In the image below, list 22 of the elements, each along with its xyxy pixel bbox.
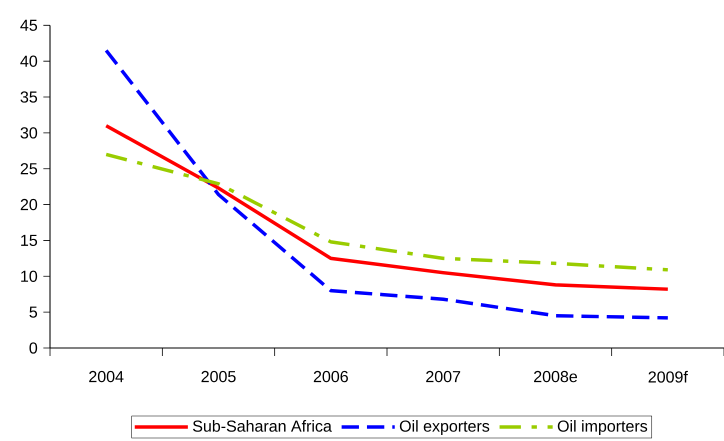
x-tick-label: 2005 bbox=[202, 370, 236, 382]
x-tick-label: 2008e bbox=[534, 370, 578, 382]
x-tick-label: 2004 bbox=[89, 370, 124, 382]
legend-label: Oil importers bbox=[558, 420, 648, 435]
legend-label: Sub-Saharan Africa bbox=[193, 420, 332, 432]
y-tick-label: 25 bbox=[20, 163, 38, 174]
y-tick-label: 30 bbox=[20, 127, 38, 139]
x-tick-label: 2009f bbox=[648, 370, 688, 383]
line-series bbox=[104, 152, 670, 272]
y-tick-label: 0 bbox=[29, 342, 38, 354]
y-tick-label: 5 bbox=[29, 306, 38, 318]
y-tick-label: 15 bbox=[21, 234, 38, 246]
y-tick-label: 20 bbox=[20, 198, 38, 210]
y-tick-label: 40 bbox=[20, 56, 38, 67]
y-tick-label: 10 bbox=[21, 270, 38, 282]
line-series bbox=[104, 48, 670, 320]
y-tick-label: 45 bbox=[20, 20, 38, 31]
y-tick-label: 35 bbox=[20, 91, 38, 103]
x-tick-label: 2006 bbox=[314, 370, 348, 382]
x-tick-label: 2007 bbox=[426, 370, 460, 382]
line-series bbox=[104, 124, 670, 291]
legend-label: Oil exporters bbox=[400, 420, 490, 435]
